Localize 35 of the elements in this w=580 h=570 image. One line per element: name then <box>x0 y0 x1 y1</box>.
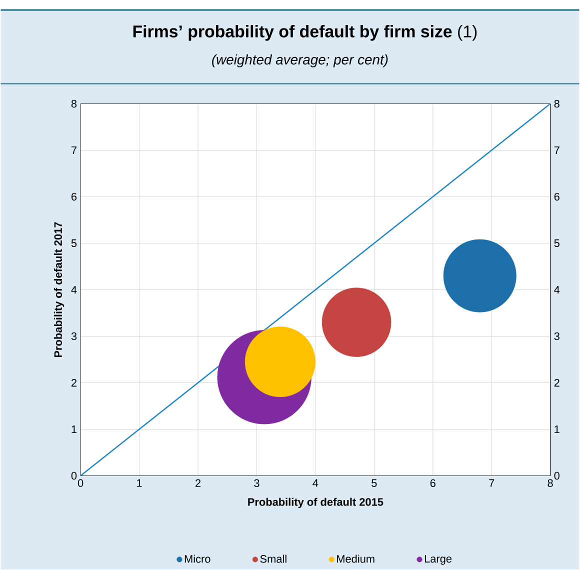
y-tick-label: 3 <box>71 332 77 340</box>
x-tick-label: 1 <box>137 480 142 488</box>
y2-tick-label: 6 <box>554 193 560 201</box>
y2-tick-label: 7 <box>554 146 560 154</box>
y2-tick-label: 2 <box>554 379 560 387</box>
y2-tick-label: 4 <box>554 286 560 294</box>
y-tick-label: 2 <box>72 379 76 387</box>
legend-label: Medium <box>337 555 374 564</box>
x-tick-label: 0 <box>78 480 84 488</box>
legend-label: Large <box>424 555 452 565</box>
x-axis-title: Probability of default 2015 <box>248 498 384 508</box>
y-tick-label: 7 <box>72 146 76 154</box>
legend-label: Small <box>260 555 286 564</box>
x-tick-label: 3 <box>254 480 260 488</box>
y-tick-label: 1 <box>72 426 77 434</box>
y-tick-label: 6 <box>72 193 77 201</box>
legend-label: Micro <box>184 555 210 564</box>
x-tick-label: 8 <box>548 480 553 488</box>
chart-subtitle: (weighted average; per cent) <box>212 54 388 68</box>
y-tick-label: 8 <box>71 100 77 108</box>
y2-tick-label: 8 <box>554 100 560 108</box>
y-axis-title: Probability of default 2017 <box>54 222 64 358</box>
y2-tick-label: 0 <box>554 472 560 480</box>
chart-title: Firms’ probability of default by firm size (1) <box>133 25 477 42</box>
y2-tick-label: 1 <box>554 426 560 434</box>
x-tick-label: 7 <box>489 480 494 488</box>
y-tick-label: 0 <box>71 472 77 480</box>
y-tick-label: 5 <box>71 240 77 248</box>
x-tick-label: 6 <box>430 480 436 488</box>
x-tick-label: 2 <box>196 480 200 488</box>
y-tick-label: 4 <box>71 286 77 294</box>
x-tick-label: 5 <box>372 480 377 488</box>
y2-tick-label: 3 <box>554 332 560 340</box>
x-tick-label: 4 <box>312 480 318 488</box>
y2-tick-label: 5 <box>554 240 560 248</box>
